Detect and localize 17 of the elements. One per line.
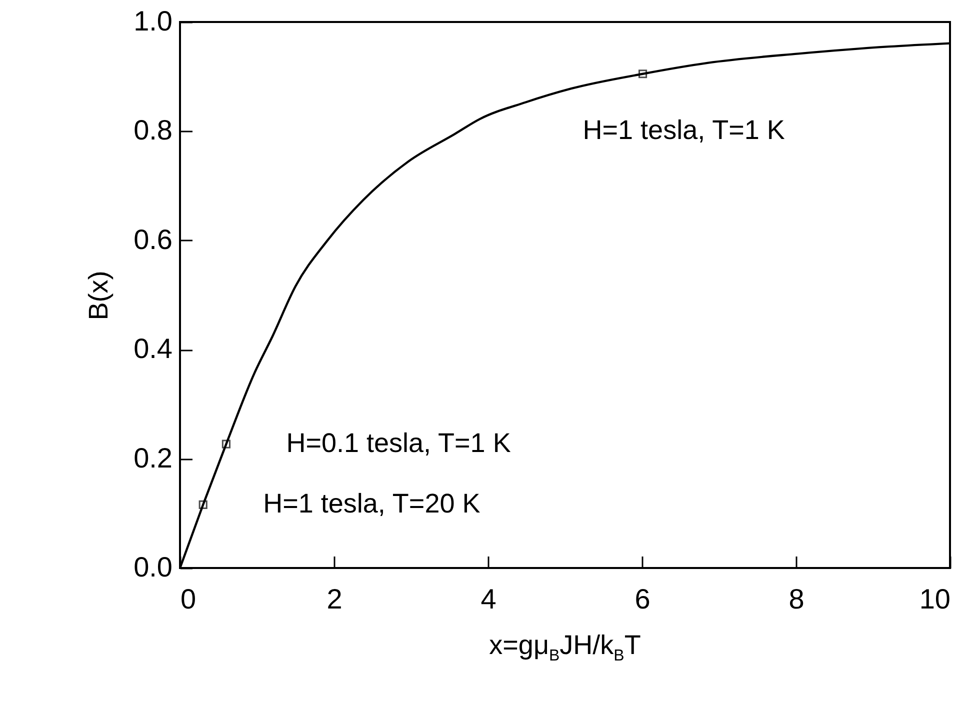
x-tick-label: 4 bbox=[480, 584, 496, 614]
annotation: H=1 tesla, T=20 K bbox=[263, 488, 480, 519]
x-tick-label: 0 bbox=[180, 584, 196, 614]
x-tick-label: 2 bbox=[326, 584, 342, 614]
y-tick-label: 0.2 bbox=[134, 442, 172, 474]
y-axis-title: B(x) bbox=[84, 270, 114, 320]
annotation: H=0.1 tesla, T=1 K bbox=[286, 428, 511, 458]
x-tick-label: 6 bbox=[634, 584, 650, 614]
y-tick-label: 0.0 bbox=[134, 552, 172, 582]
y-tick-label: 0.4 bbox=[134, 333, 172, 364]
x-axis-title: x=gμ$_{B}$JH/k$_{B}$T bbox=[488, 630, 642, 666]
annotation: H=1 tesla, T=1 K bbox=[582, 114, 785, 145]
y-tick-label: 0.6 bbox=[134, 224, 172, 255]
x-tick-label: 10 bbox=[919, 584, 950, 614]
x-tick-label: 8 bbox=[788, 584, 804, 614]
y-tick-label: 1.0 bbox=[134, 6, 172, 36]
y-tick-label: 0.8 bbox=[134, 114, 172, 146]
